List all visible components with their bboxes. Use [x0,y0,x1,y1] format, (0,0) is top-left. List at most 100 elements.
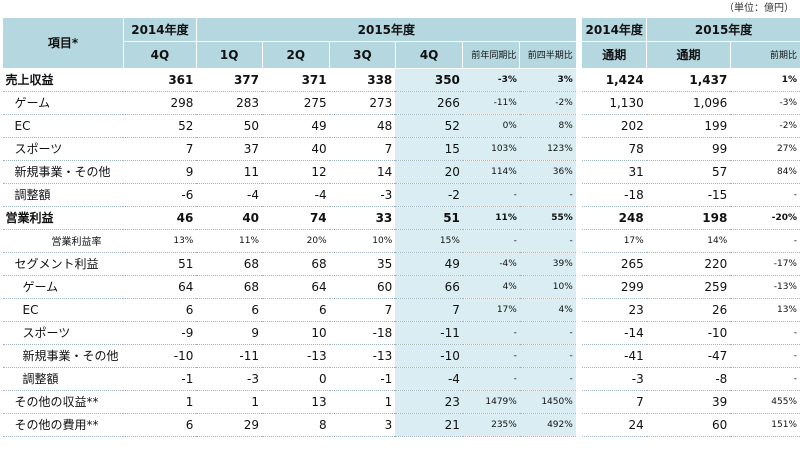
cell-value: -20% [730,206,800,230]
cell-value: -2% [730,114,800,138]
cell-value: - [730,344,800,368]
row-label: スポーツ [2,321,124,345]
row-label: その他の収益** [2,390,124,414]
column-gap [575,344,582,367]
header-2015-annual: 2015年度 [646,18,800,42]
header-full-year-2014: 通期 [581,41,647,69]
cell-value: -10 [123,344,197,368]
cell-value: 259 [646,275,731,299]
cell-value: 7 [581,390,647,414]
cell-value: 1,096 [646,91,731,115]
cell-value: - [462,229,520,253]
cell-value: - [462,367,520,391]
table-row: ゲーム 64 68 64 60 66 4% 10% 299 259 -13% [2,275,800,299]
cell-value: -18 [329,321,396,345]
cell-value: - [519,183,576,207]
cell-value: -11% [462,91,520,115]
cell-value: -13 [262,344,330,368]
cell-value: 40 [262,137,330,161]
cell-value: 20% [262,229,330,253]
cell-value: 1,437 [646,68,731,92]
row-label: 営業利益 [2,206,124,230]
row-label: ゲーム [2,91,124,115]
row-label: 営業利益率 [2,229,124,253]
cell-value: 371 [262,68,330,92]
table-row: スポーツ 7 37 40 7 15 103% 123% 78 99 27% [2,137,800,161]
cell-value: 10 [262,321,330,345]
cell-value: 198 [646,206,731,230]
header-2014-annual: 2014年度 [581,18,647,42]
row-label: 調整額 [2,367,124,391]
cell-value: 4% [462,275,520,299]
cell-value: 17% [581,229,647,253]
header-2q: 2Q [261,41,330,69]
cell-value: - [519,321,576,345]
column-gap [575,183,582,206]
cell-value: - [519,367,576,391]
cell-value: 3% [519,68,576,92]
cell-value: - [519,229,576,253]
cell-value: 11 [196,160,263,184]
cell-value: -6 [123,183,197,207]
cell-value: 84% [730,160,800,184]
cell-value: 13% [730,298,800,322]
column-gap [575,68,582,91]
header-yoy: 前年同期比 [462,41,520,69]
cell-value: 40 [196,206,263,230]
cell-value: 23 [395,390,463,414]
cell-value: 60 [329,275,396,299]
cell-value: 51 [123,252,197,276]
cell-value: -4 [395,367,463,391]
cell-value: 52 [123,114,197,138]
cell-value: -2% [519,91,576,115]
cell-value: 273 [329,91,396,115]
cell-value: 9 [123,160,197,184]
cell-value: 21 [395,413,463,437]
cell-value: 27% [730,137,800,161]
cell-value: 7 [329,298,396,322]
cell-value: -4 [196,183,263,207]
column-gap [575,114,582,137]
cell-value: 10% [519,275,576,299]
table-row: 調整額 -6 -4 -4 -3 -2- - -18 -15- [2,183,800,207]
column-gap [575,160,582,183]
cell-value: 13 [262,390,330,414]
cell-value: - [462,183,520,207]
cell-value: -47 [646,344,731,368]
header-2014: 2014年度 [122,18,197,42]
cell-value: 15 [395,137,463,161]
cell-value: 114% [462,160,520,184]
row-label: 新規事業・その他 [2,160,124,184]
cell-value: 68 [262,252,330,276]
cell-value: 31 [581,160,647,184]
cell-value: -10 [646,321,731,345]
cell-value: - [462,344,520,368]
cell-value: 15% [395,229,463,253]
cell-value: -15 [646,183,731,207]
cell-value: 1 [329,390,396,414]
cell-value: 235% [462,413,520,437]
cell-value: 17% [462,298,520,322]
cell-value: -18 [581,183,647,207]
cell-value: -4% [462,252,520,276]
cell-value: 24 [581,413,647,437]
cell-value: 361 [123,68,197,92]
table-row: その他の収益** 1 1 13 1 23 1479% 1450% 7 39 455% [2,390,800,414]
cell-value: 123% [519,137,576,161]
cell-value: 299 [581,275,647,299]
cell-value: 275 [262,91,330,115]
cell-value: 103% [462,137,520,161]
cell-value: 14 [329,160,396,184]
cell-value: 338 [329,68,396,92]
cell-value: 1,424 [581,68,647,92]
column-gap [575,275,582,298]
column-gap [575,413,582,436]
row-label: 新規事業・その他 [2,344,124,368]
row-label: その他の費用** [2,413,124,437]
column-gap [575,321,582,344]
cell-value: -41 [581,344,647,368]
cell-value: 9 [196,321,263,345]
cell-value: 33 [329,206,396,230]
cell-value: 99 [646,137,731,161]
table-row: 調整額 -1 -3 0 -1 -4- - -3 -8- [2,367,800,391]
